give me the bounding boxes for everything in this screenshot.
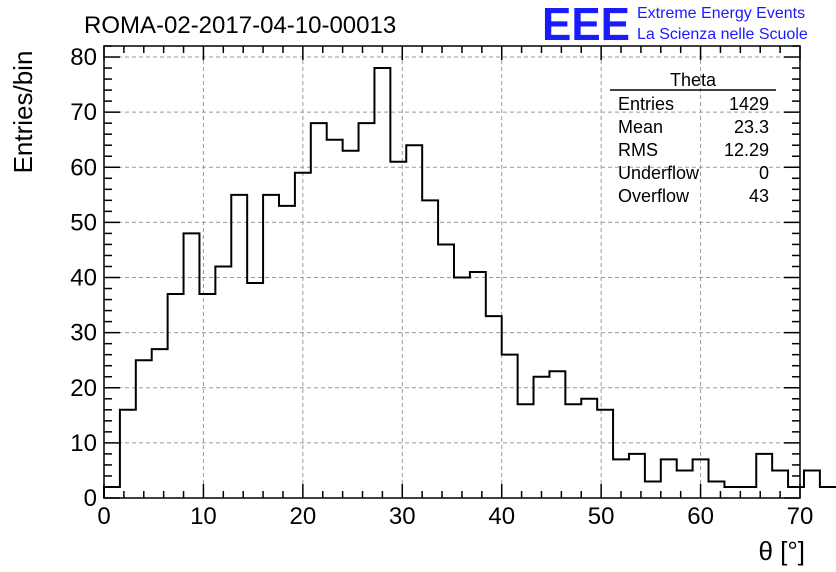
stats-label: Underflow bbox=[618, 163, 700, 183]
plot-frame bbox=[103, 45, 801, 499]
logo-line-2: La Scienza nelle Scuole bbox=[637, 26, 808, 43]
y-tick-label: 20 bbox=[70, 375, 97, 402]
stats-value: 12.29 bbox=[724, 140, 769, 160]
x-tick-label: 30 bbox=[389, 503, 416, 530]
y-tick-labels: 0 10 20 30 40 50 60 70 80 bbox=[70, 44, 97, 512]
stats-value: 0 bbox=[759, 163, 769, 183]
y-tick-label: 60 bbox=[70, 154, 97, 181]
eee-logo: EEE Extreme Energy Events La Scienza nel… bbox=[542, 0, 808, 50]
y-tick-label: 10 bbox=[70, 430, 97, 457]
stats-box-title: Theta bbox=[670, 70, 717, 90]
y-tick-label: 40 bbox=[70, 265, 97, 292]
y-tick-label: 70 bbox=[70, 99, 97, 126]
x-tick-label: 70 bbox=[787, 503, 814, 530]
axis-ticks bbox=[103, 45, 801, 499]
x-axis-label: θ [°] bbox=[758, 536, 805, 566]
y-tick-label: 30 bbox=[70, 320, 97, 347]
stats-value: 1429 bbox=[729, 94, 769, 114]
grid-lines bbox=[104, 46, 800, 498]
y-tick-label: 0 bbox=[84, 485, 97, 512]
x-tick-label: 50 bbox=[588, 503, 615, 530]
stats-box: Theta Entries 1429 Mean 23.3 RMS 12.29 Underfl… bbox=[610, 70, 776, 206]
chart-title: ROMA-02-2017-04-10-00013 bbox=[84, 12, 396, 39]
y-tick-label: 50 bbox=[70, 209, 97, 236]
stats-rows: Entries 1429 Mean 23.3 RMS 12.29 Underflow 0 Ove… bbox=[618, 94, 769, 206]
x-tick-label: 40 bbox=[488, 503, 515, 530]
x-tick-label: 20 bbox=[290, 503, 317, 530]
stats-label: Mean bbox=[618, 117, 663, 137]
y-axis-label: Entries/bin bbox=[8, 51, 38, 174]
eee-logo-mark: EEE bbox=[542, 0, 630, 50]
stats-label: RMS bbox=[618, 140, 658, 160]
x-tick-label: 60 bbox=[687, 503, 714, 530]
x-tick-labels: 0 10 20 30 40 50 60 70 bbox=[97, 503, 813, 530]
stats-value: 23.3 bbox=[734, 117, 769, 137]
logo-line-1: Extreme Energy Events bbox=[637, 5, 805, 22]
stats-label: Overflow bbox=[618, 186, 690, 206]
x-tick-label: 0 bbox=[97, 503, 110, 530]
x-tick-label: 10 bbox=[190, 503, 217, 530]
histogram-step-line bbox=[103, 67, 836, 498]
y-tick-label: 80 bbox=[70, 44, 97, 71]
stats-label: Entries bbox=[618, 94, 674, 114]
stats-value: 43 bbox=[749, 186, 769, 206]
